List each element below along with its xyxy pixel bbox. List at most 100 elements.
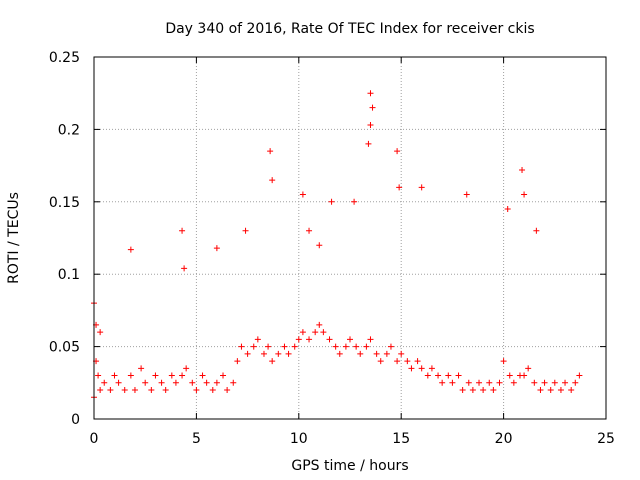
data-point [328,198,335,205]
data-point [506,372,513,379]
data-point [101,379,108,386]
data-point [242,227,249,234]
x-tick-label: 20 [495,431,513,447]
data-point [172,379,179,386]
x-tick-labels: 0 5 10 15 20 25 [90,431,615,447]
data-point [299,191,306,198]
data-point [476,379,483,386]
data-point [121,387,128,394]
data-point [396,184,403,191]
data-point [281,343,288,350]
data-point [312,329,319,336]
data-point [418,365,425,372]
data-point [291,343,298,350]
data-point [306,227,313,234]
data-point [306,336,313,343]
grid-lines [94,57,606,419]
data-point [183,365,190,372]
data-point [367,336,374,343]
data-point [111,372,118,379]
data-point [168,372,175,379]
data-point [463,191,470,198]
data-point [299,329,306,336]
data-point [547,387,554,394]
data-point [504,206,511,213]
data-point [459,387,466,394]
y-tick-labels: 0 0.05 0.1 0.15 0.2 0.25 [49,50,80,428]
data-point [353,343,360,350]
y-tick-label: 0.05 [49,340,80,356]
data-point [469,387,476,394]
y-tick-label: 0.2 [58,122,80,138]
data-point [148,387,155,394]
data-point [213,245,220,252]
data-point [445,372,452,379]
data-point [244,350,251,357]
data-point [351,198,358,205]
data-point [230,379,237,386]
data-point [162,387,169,394]
x-tick-label: 10 [290,431,308,447]
data-point [449,379,456,386]
data-point [107,387,114,394]
data-point [138,365,145,372]
data-point [428,365,435,372]
data-point [500,358,507,365]
data-point [142,379,149,386]
data-point [316,242,323,249]
data-point [269,358,276,365]
data-point [525,365,532,372]
data-point [414,358,421,365]
data-point [220,372,227,379]
data-point [521,191,528,198]
data-point [213,379,220,386]
data-point [179,227,186,234]
data-point [398,350,405,357]
data-point [455,372,462,379]
data-point [316,321,323,328]
data-point [557,387,564,394]
data-point [541,379,548,386]
data-point [275,350,282,357]
data-point [490,387,497,394]
y-axis-label: ROTI / TECUs [6,192,22,284]
data-point [127,246,134,253]
data-point [115,379,122,386]
data-point [95,372,102,379]
data-point [260,350,267,357]
data-point [267,148,274,155]
data-point [486,379,493,386]
data-point [533,227,540,234]
data-point [209,387,216,394]
data-point [531,379,538,386]
data-point [238,343,245,350]
data-point [269,177,276,184]
data-point [336,350,343,357]
data-point [320,329,327,336]
data-point [496,379,503,386]
data-point [551,379,558,386]
data-point [357,350,364,357]
data-point [424,372,431,379]
data-point [199,372,206,379]
data-point [418,184,425,191]
data-point [394,358,401,365]
data-point [224,387,231,394]
data-point [97,387,104,394]
y-tick-label: 0.15 [49,195,80,211]
data-point [369,104,376,111]
data-point [131,387,138,394]
data-point [342,343,349,350]
data-point [181,265,188,272]
data-points [91,90,583,401]
data-point [510,379,517,386]
y-tick-label: 0 [71,412,80,428]
y-tick-label: 0.25 [49,50,80,66]
data-point [332,343,339,350]
data-point [519,166,526,173]
x-tick-label: 25 [597,431,615,447]
data-point [285,350,292,357]
data-point [347,336,353,343]
data-point [465,379,472,386]
